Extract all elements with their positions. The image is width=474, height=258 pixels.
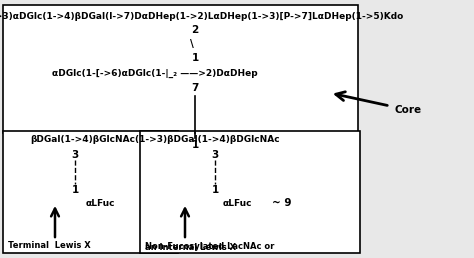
Text: αLFuc: αLFuc xyxy=(222,198,252,207)
Text: Non-Fucosylated LacNAc or: Non-Fucosylated LacNAc or xyxy=(145,242,274,251)
Text: Core: Core xyxy=(395,105,422,115)
Text: αDGlc(1->3)αDGlc(1->4)βDGal(l->7)DαDHep(1->2)LαDHep(1->3)[P->7]LαDHep(1->5)Kdo: αDGlc(1->3)αDGlc(1->4)βDGal(l->7)DαDHep(… xyxy=(0,12,404,21)
Text: 7: 7 xyxy=(191,83,199,93)
Text: αDGlc(1-[->6)αDGlc(1-|_₂ ——>2)DαDHep: αDGlc(1-[->6)αDGlc(1-|_₂ ——>2)DαDHep xyxy=(52,68,258,78)
Text: 1: 1 xyxy=(191,53,199,63)
Text: 1: 1 xyxy=(191,140,199,150)
Text: 3: 3 xyxy=(72,150,79,160)
Bar xyxy=(3,5,358,133)
Text: 1: 1 xyxy=(72,185,79,195)
Text: an Internal Lewis X: an Internal Lewis X xyxy=(145,243,236,252)
Bar xyxy=(3,131,178,253)
Text: Terminal  Lewis X: Terminal Lewis X xyxy=(8,241,91,251)
Text: \: \ xyxy=(190,39,194,49)
Text: ~ 9: ~ 9 xyxy=(272,198,292,208)
Text: 1: 1 xyxy=(211,185,219,195)
Text: 2: 2 xyxy=(191,25,199,35)
Text: αLFuc: αLFuc xyxy=(85,198,115,207)
Bar xyxy=(140,131,360,253)
Text: βDGal(1->4)βGlcNAc(1->3)βDGal(1->4)βDGlcNAc: βDGal(1->4)βGlcNAc(1->3)βDGal(1->4)βDGlc… xyxy=(30,135,280,144)
Text: 3: 3 xyxy=(211,150,219,160)
